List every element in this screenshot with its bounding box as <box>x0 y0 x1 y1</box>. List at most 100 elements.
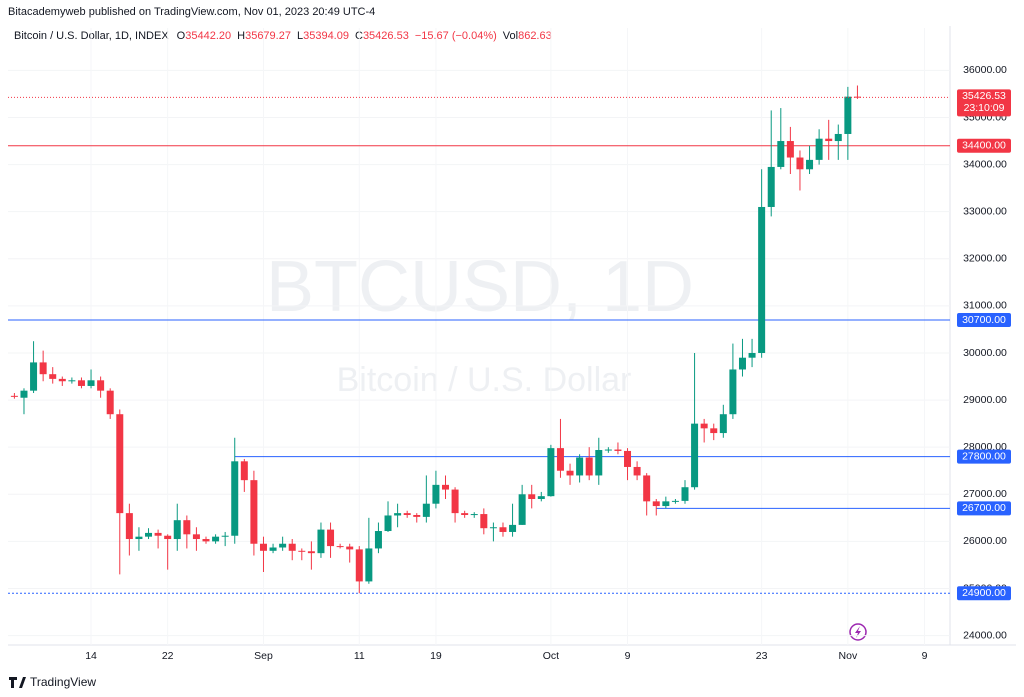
x-tick-label: 23 <box>756 650 768 662</box>
x-tick-label: 22 <box>162 650 174 662</box>
level-label: 30700.00 <box>962 314 1006 326</box>
symbol-legend: Bitcoin / U.S. Dollar, 1D, INDEX O35442.2… <box>14 30 552 42</box>
candle-body <box>212 536 220 542</box>
x-tick-label: 9 <box>625 650 631 662</box>
candle-body <box>231 461 239 536</box>
candle-body <box>547 448 555 497</box>
candle-body <box>327 529 335 547</box>
volume-key: Vol <box>503 30 518 42</box>
candle-body <box>298 550 306 552</box>
candle-body <box>710 428 718 434</box>
candle-body <box>489 527 497 529</box>
candle-body <box>250 480 258 544</box>
candle-body <box>269 547 277 551</box>
y-tick-label: 32000.00 <box>963 253 1007 265</box>
candle-body <box>77 380 85 386</box>
candle-body <box>442 484 449 490</box>
level-label: 26700.00 <box>962 502 1006 514</box>
candle-body <box>145 532 153 537</box>
candle-body <box>719 414 727 434</box>
candle-body <box>154 532 162 536</box>
alert-icon[interactable] <box>849 623 867 641</box>
candle-body <box>700 423 708 429</box>
y-tick-label: 31000.00 <box>963 300 1007 312</box>
level-label-box <box>957 586 1011 601</box>
x-tick-label: Oct <box>543 650 559 662</box>
candle-body <box>556 448 564 471</box>
footer-brand[interactable]: TradingView <box>30 675 96 689</box>
candle-body <box>643 475 651 502</box>
candle-body <box>738 357 746 370</box>
candle-body <box>786 141 794 158</box>
y-tick-label: 26000.00 <box>963 535 1007 547</box>
level-label-box <box>957 501 1011 516</box>
candle-body <box>480 514 488 529</box>
published-line: Bitacademyweb published on TradingView.c… <box>8 6 375 18</box>
candle-body <box>394 513 402 516</box>
candle-body <box>604 449 612 451</box>
x-tick-label: 9 <box>922 650 928 662</box>
candle-body <box>691 423 699 488</box>
y-tick-label: 29000.00 <box>963 394 1007 406</box>
level-label: 27800.00 <box>962 450 1006 462</box>
candle-body <box>173 520 181 540</box>
x-tick-label: 19 <box>430 650 442 662</box>
candle-body <box>164 535 172 540</box>
candle-body <box>461 513 469 516</box>
candle-body <box>509 524 517 532</box>
candle-body <box>671 500 679 502</box>
ohlc-value: 35394.09 <box>303 30 349 42</box>
candle-body <box>528 494 536 499</box>
candle-body <box>748 352 756 358</box>
candle-body <box>662 501 670 507</box>
volume-value: 862.63 <box>518 30 552 42</box>
candle-body <box>518 494 526 525</box>
y-tick-label: 27000.00 <box>963 488 1007 500</box>
x-tick-label: Nov <box>839 650 858 662</box>
candle-body <box>834 133 842 142</box>
candle-body <box>796 157 804 170</box>
candle-body <box>566 470 574 476</box>
y-tick-label: 33000.00 <box>963 205 1007 217</box>
level-label-box <box>957 449 1011 464</box>
candle-body <box>20 390 28 398</box>
level-label-box <box>957 313 1011 328</box>
ohlc-key: H <box>237 30 245 42</box>
candle-body <box>624 450 632 467</box>
candle-body <box>806 159 814 170</box>
candle-body <box>135 536 143 540</box>
candle-body <box>537 496 545 499</box>
candle-body <box>279 543 287 548</box>
candle-body <box>403 513 411 516</box>
candle-body <box>183 520 191 535</box>
candle-body <box>374 531 382 549</box>
candle-body <box>10 395 18 397</box>
tradingview-logo[interactable]: TradingView <box>9 675 96 689</box>
candle-body <box>681 487 689 501</box>
price-label: 35426.53 <box>962 90 1006 102</box>
candle-body <box>346 546 354 550</box>
candle-body <box>259 543 267 551</box>
candle-body <box>192 534 200 540</box>
y-tick-label: 24000.00 <box>963 629 1007 641</box>
candle-body <box>30 362 38 391</box>
price-label-box <box>957 89 1011 117</box>
watermark-sub: Bitcoin / U.S. Dollar <box>337 361 632 399</box>
candle-body <box>652 501 660 507</box>
candle-body <box>106 390 114 415</box>
candle-body <box>384 515 392 532</box>
x-tick-label: 14 <box>85 650 97 662</box>
symbol: Bitcoin / U.S. Dollar, 1D, INDEX <box>14 30 169 42</box>
candle-body <box>767 166 775 207</box>
watermark: BTCUSD, 1D <box>266 247 694 327</box>
candle-body <box>499 527 507 532</box>
candle-body <box>365 548 373 582</box>
candle-body <box>355 549 363 582</box>
candle-body <box>576 457 584 476</box>
ohlc-key: L <box>297 30 303 42</box>
candle-body <box>595 450 603 476</box>
candle-body <box>68 380 76 382</box>
level-label-box <box>957 138 1011 153</box>
y-tick-label: 34000.00 <box>963 158 1007 170</box>
